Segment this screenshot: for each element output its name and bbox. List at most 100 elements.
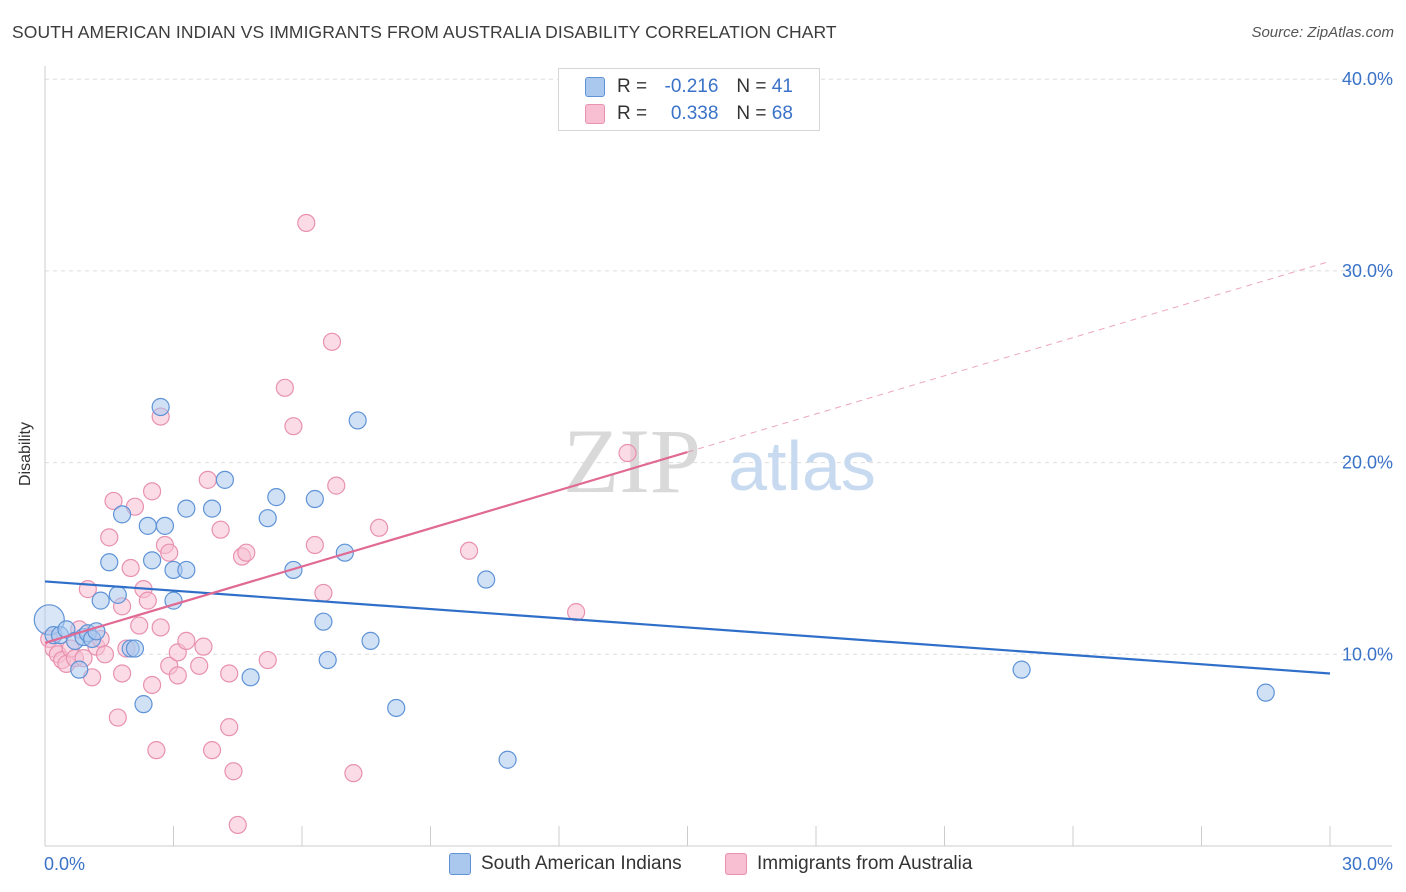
axes: [44, 66, 1392, 847]
data-point-immigrants-from-australia: [370, 518, 389, 537]
data-point-south-american-indians: [314, 612, 333, 631]
legend-swatch-pink: [585, 104, 605, 124]
data-point-immigrants-from-australia: [228, 815, 247, 835]
data-point-immigrants-from-australia: [220, 718, 239, 737]
y-axis-label: Disability: [17, 422, 34, 487]
data-point-immigrants-from-australia: [314, 583, 333, 603]
data-point-immigrants-from-australia: [190, 656, 209, 675]
data-point-immigrants-from-australia: [142, 675, 162, 695]
legend-n-value-blue: 41: [771, 76, 793, 97]
data-point-immigrants-from-australia: [211, 520, 230, 539]
trend-line-immigrants-from-australia: [44, 451, 688, 644]
bottom-legend-south-american-indians[interactable]: South American Indians: [449, 852, 682, 876]
data-point-south-american-indians: [177, 499, 196, 518]
legend-r-label: R =: [617, 103, 648, 124]
legend-row-blue: R = -0.216 N = 41: [585, 75, 793, 99]
data-point-immigrants-from-australia: [121, 558, 140, 578]
data-point-immigrants-from-australia: [618, 443, 637, 463]
data-point-immigrants-from-australia: [567, 603, 586, 622]
data-point-immigrants-from-australia: [177, 631, 196, 650]
data-point-immigrants-from-australia: [237, 543, 256, 562]
data-point-south-american-indians: [1256, 683, 1275, 702]
legend-r-value-pink: 0.338: [670, 103, 719, 124]
data-point-south-american-indians: [348, 411, 367, 430]
x-tick-label-right: 30.0%: [1342, 854, 1393, 874]
watermark-zip: ZIP: [563, 410, 701, 512]
data-point-south-american-indians: [258, 509, 277, 528]
trend-line-south-american-indians: [44, 580, 1331, 675]
data-point-immigrants-from-australia: [104, 491, 123, 511]
data-point-south-american-indians: [108, 585, 127, 604]
data-point-immigrants-from-australia: [459, 541, 479, 560]
data-point-south-american-indians: [387, 698, 406, 718]
legend-r-value-blue: -0.216: [664, 76, 719, 97]
legend-n-value-pink: 68: [771, 103, 793, 124]
data-point-south-american-indians: [215, 470, 234, 489]
tick-labels: 10.0% 20.0% 30.0% 40.0% 0.0% 30.0%: [44, 69, 1393, 874]
data-point-south-american-indians: [70, 660, 89, 679]
series-south-american-indians-points: [33, 397, 1275, 769]
data-point-immigrants-from-australia: [305, 535, 324, 555]
bottom-legend-swatch-pink: [725, 853, 747, 875]
data-point-immigrants-from-australia: [284, 417, 303, 436]
data-point-south-american-indians: [112, 505, 132, 524]
legend-row-pink: R = 0.338 N = 68: [585, 102, 793, 126]
y-tick-label: 10.0%: [1342, 644, 1393, 664]
bottom-legend-swatch-blue: [449, 853, 471, 875]
data-point-south-american-indians: [151, 397, 170, 417]
legend-r-label: R =: [617, 76, 648, 97]
trend-lines: [44, 260, 1331, 675]
trend-line-immigrants-from-australia-extrapolated: [687, 260, 1331, 453]
data-point-south-american-indians: [125, 639, 145, 658]
data-point-immigrants-from-australia: [151, 618, 170, 637]
data-point-immigrants-from-australia: [258, 650, 277, 670]
gridlines: [45, 78, 1392, 655]
data-point-south-american-indians: [318, 650, 337, 670]
data-point-south-american-indians: [100, 553, 119, 572]
data-point-south-american-indians: [142, 551, 162, 570]
y-tick-label: 30.0%: [1342, 261, 1393, 281]
data-point-south-american-indians: [1012, 660, 1031, 679]
data-point-immigrants-from-australia: [130, 616, 149, 635]
data-point-immigrants-from-australia: [344, 764, 363, 783]
series-immigrants-from-australia-points: [40, 213, 637, 835]
y-tick-label: 40.0%: [1342, 69, 1393, 89]
data-point-immigrants-from-australia: [95, 645, 115, 664]
data-point-south-american-indians: [202, 499, 222, 518]
bottom-legend-label-blue: South American Indians: [481, 853, 682, 874]
legend-swatch-blue: [585, 77, 605, 97]
data-point-immigrants-from-australia: [194, 637, 213, 656]
data-point-immigrants-from-australia: [108, 708, 127, 727]
data-point-immigrants-from-australia: [322, 332, 342, 351]
data-point-south-american-indians: [241, 668, 260, 687]
data-point-south-american-indians: [134, 695, 153, 714]
data-point-immigrants-from-australia: [142, 482, 162, 501]
data-point-immigrants-from-australia: [275, 378, 294, 397]
data-point-immigrants-from-australia: [220, 664, 239, 683]
data-point-south-american-indians: [477, 570, 496, 589]
data-point-immigrants-from-australia: [147, 741, 166, 760]
data-point-immigrants-from-australia: [100, 528, 119, 547]
bottom-legend-immigrants-from-australia[interactable]: Immigrants from Australia: [725, 852, 972, 876]
y-tick-label: 20.0%: [1342, 453, 1393, 473]
data-point-south-american-indians: [267, 488, 286, 507]
legend-n-label: N =: [736, 76, 767, 97]
data-point-immigrants-from-australia: [202, 741, 222, 760]
data-point-immigrants-from-australia: [297, 213, 316, 233]
data-point-immigrants-from-australia: [224, 762, 243, 781]
watermark: ZIP atlas: [563, 410, 876, 512]
data-point-immigrants-from-australia: [168, 666, 187, 685]
bottom-legend-label-pink: Immigrants from Australia: [757, 853, 973, 874]
x-tick-label-left: 0.0%: [44, 854, 85, 874]
data-point-immigrants-from-australia: [112, 664, 132, 683]
data-point-south-american-indians: [498, 750, 517, 769]
source-credit: Source: ZipAtlas.com: [1251, 24, 1394, 41]
data-point-immigrants-from-australia: [198, 470, 217, 489]
data-point-south-american-indians: [305, 489, 324, 509]
correlation-legend: R = -0.216 N = 41 R = 0.338 N = 68: [558, 68, 820, 131]
data-point-south-american-indians: [177, 560, 196, 580]
data-point-south-american-indians: [138, 516, 157, 535]
data-point-south-american-indians: [91, 591, 110, 610]
data-point-immigrants-from-australia: [138, 591, 157, 610]
